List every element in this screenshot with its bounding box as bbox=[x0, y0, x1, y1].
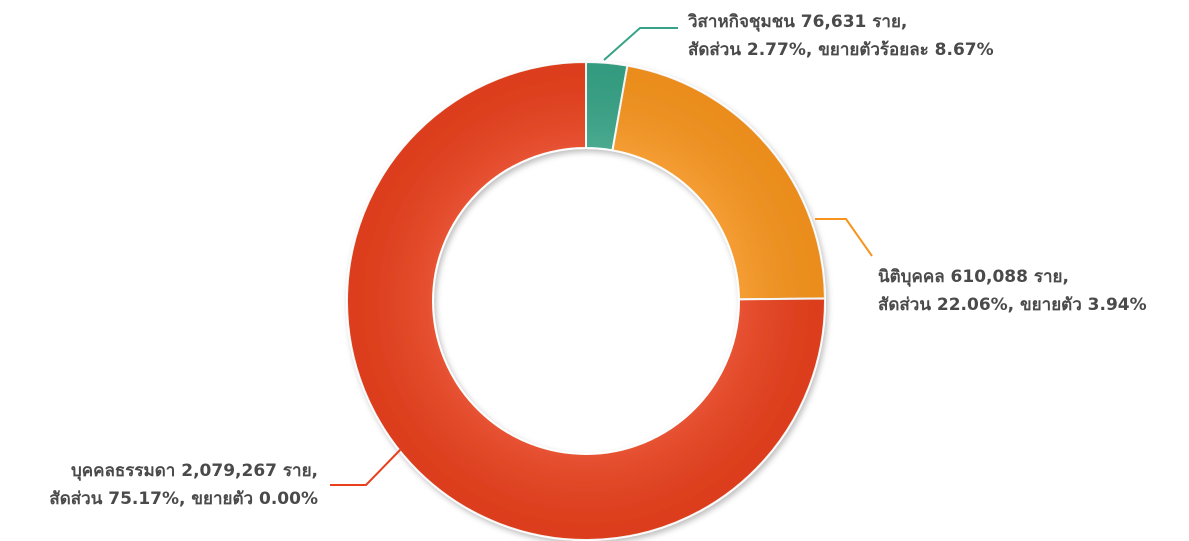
leader-line bbox=[603, 27, 678, 61]
label-name: วิสาหกิจชุมชน 76,631 ราย, bbox=[688, 12, 908, 32]
donut bbox=[346, 60, 826, 541]
label-value: สัดส่วน 22.06%, ขยายตัว 3.94% bbox=[878, 295, 1147, 315]
label-name: นิติบุคคล 610,088 ราย, bbox=[878, 267, 1069, 287]
label-value: สัดส่วน 75.17%, ขยายตัว 0.00% bbox=[49, 489, 318, 509]
label-name: บุคคลธรรมดา 2,079,267 ราย, bbox=[71, 461, 318, 481]
leader-line bbox=[815, 218, 873, 257]
segment bbox=[611, 64, 826, 301]
leader-line bbox=[330, 448, 402, 486]
label-value: สัดส่วน 2.77%, ขยายตัวร้อยละ 8.67% bbox=[688, 40, 994, 60]
